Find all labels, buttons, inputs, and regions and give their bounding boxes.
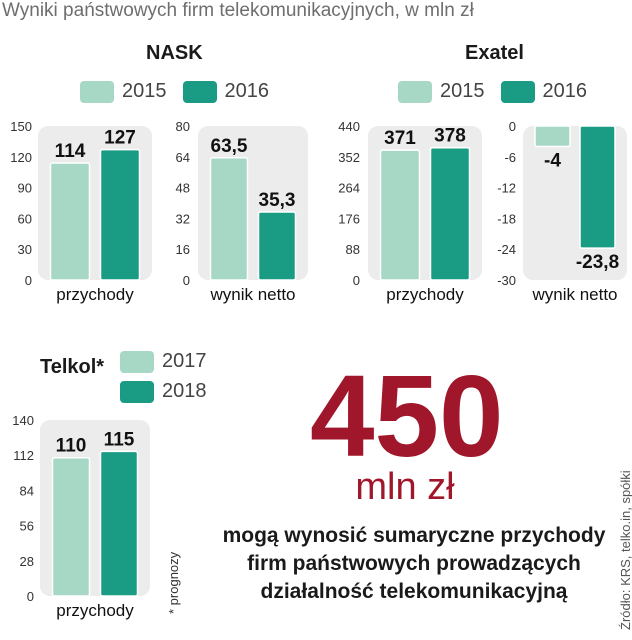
y-tick-label: 0 (27, 589, 34, 604)
page-title: Wyniki państwowych firm telekomunikacyjn… (2, 0, 474, 21)
highlight-number: 450 (310, 351, 504, 481)
legend-label: 2016 (224, 80, 270, 102)
y-tick-label: -18 (497, 211, 516, 226)
data-label: 378 (434, 126, 466, 147)
y-tick-label: 84 (20, 483, 34, 498)
y-tick-label: 28 (20, 554, 34, 569)
legend-telkol-2017: 2017 (120, 350, 207, 373)
legend-label: 2015 (440, 80, 485, 102)
y-tick-label: -24 (497, 242, 516, 257)
legend-telkol-2018: 2018 (120, 380, 207, 403)
bar (51, 456, 91, 597)
y-tick-label: 120 (10, 150, 32, 165)
y-tick-label: 440 (338, 119, 360, 134)
y-tick-label: -30 (497, 273, 516, 288)
y-tick-label: 88 (346, 242, 360, 257)
callout-line: działalność telekomunikacyjną (260, 580, 568, 603)
y-tick-label: 56 (20, 519, 34, 534)
legend-swatch-dark (182, 80, 217, 103)
callout-line: firm państwowych prowadzących (247, 552, 581, 575)
bar (379, 149, 421, 281)
y-tick-label: 112 (13, 448, 34, 463)
y-tick-label: 64 (176, 150, 190, 165)
bar (534, 125, 571, 148)
legend-label: 2016 (542, 80, 588, 102)
y-tick-label: 60 (18, 211, 32, 226)
data-label: -23,8 (576, 252, 619, 273)
legend-swatch-light (398, 80, 432, 103)
bar (99, 148, 141, 281)
y-tick-label: 150 (10, 119, 32, 134)
y-tick-label: 32 (176, 211, 190, 226)
y-tick-label: 264 (338, 181, 360, 196)
data-label: 114 (55, 141, 86, 162)
y-tick-label: 0 (353, 273, 360, 288)
y-tick-label: -6 (504, 150, 516, 165)
callout-line: mogą wynosić sumaryczne przychody (222, 524, 606, 547)
company-name-nask: NASK (146, 42, 203, 64)
highlight-unit: mln zł (355, 466, 455, 508)
y-tick-label: 30 (18, 242, 32, 257)
y-tick-label: 16 (176, 242, 190, 257)
x-axis-label: przychody (56, 285, 134, 304)
legend-swatch-dark (120, 380, 154, 403)
data-label: -4 (544, 151, 561, 172)
bar (257, 211, 297, 281)
data-label: 63,5 (211, 136, 248, 157)
legend-swatch-light (80, 80, 114, 103)
x-axis-label: przychody (386, 285, 464, 304)
legend-exatel: 2015 2016 (398, 80, 587, 103)
bar (429, 146, 471, 281)
data-label: 127 (104, 128, 136, 149)
legend-label: 2015 (122, 80, 167, 102)
company-name-telkol: Telkol* (40, 356, 105, 378)
company-name-exatel: Exatel (465, 42, 524, 64)
y-tick-label: 0 (25, 273, 32, 288)
y-tick-label: 90 (18, 181, 32, 196)
y-tick-label: 48 (176, 181, 190, 196)
x-axis-label: wynik netto (209, 285, 295, 304)
bar (579, 125, 616, 249)
legend-label: 2018 (162, 380, 207, 402)
x-axis-label: przychody (56, 601, 134, 620)
legend-label: 2017 (162, 350, 207, 372)
y-tick-label: 140 (12, 413, 34, 428)
y-tick-label: 0 (509, 119, 516, 134)
bar (99, 450, 139, 597)
legend-swatch-light (120, 350, 154, 373)
bar (49, 162, 91, 281)
callout-text: mogą wynosić sumaryczne przychody firm p… (210, 522, 618, 606)
y-tick-label: 176 (338, 211, 360, 226)
data-label: 110 (56, 436, 87, 457)
source-note: Źródło: KRS, telko.in, spółki (618, 470, 632, 630)
x-axis-label: wynik netto (531, 285, 617, 304)
data-label: 371 (384, 128, 416, 149)
y-tick-label: 352 (338, 150, 360, 165)
y-tick-label: -12 (497, 181, 516, 196)
bar (209, 157, 249, 281)
legend-swatch-dark (500, 80, 535, 103)
data-label: 115 (104, 429, 135, 450)
footnote: * prognozy (166, 551, 181, 614)
y-tick-label: 80 (176, 119, 190, 134)
y-tick-label: 0 (183, 273, 190, 288)
legend-nask: 2015 2016 (80, 80, 269, 103)
data-label: 35,3 (259, 190, 296, 211)
